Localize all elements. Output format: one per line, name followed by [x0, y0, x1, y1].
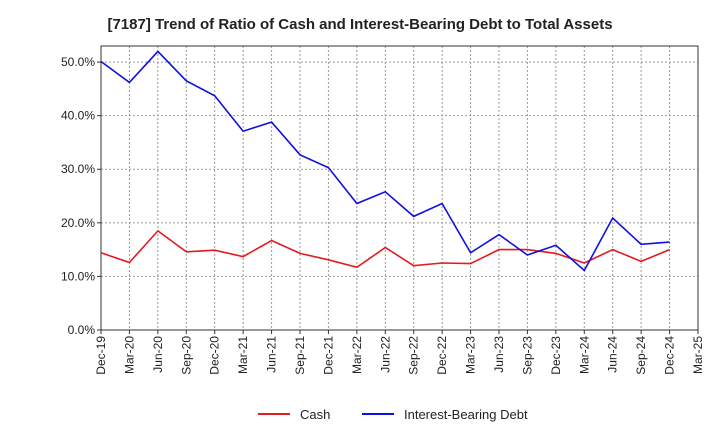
x-tick-label: Sep-23 [520, 336, 534, 375]
x-tick-label: Jun-24 [606, 336, 620, 373]
y-tick-label: 20.0% [61, 216, 95, 230]
legend-label: Interest-Bearing Debt [404, 407, 528, 422]
x-tick-label: Mar-20 [122, 336, 136, 374]
x-axis-ticks: Dec-19 Mar-20 Jun-20 Sep-20 Dec-20 Mar-21 Jun-… [94, 330, 705, 375]
y-tick-label: 0.0% [68, 323, 96, 337]
x-tick-label: Dec-20 [208, 336, 222, 375]
x-tick-label: Dec-21 [321, 336, 335, 375]
cash-line [100, 229, 670, 269]
x-tick-label: Dec-19 [94, 336, 108, 375]
x-tick-label: Mar-25 [691, 336, 705, 374]
chart-title: [7187] Trend of Ratio of Cash and Intere… [107, 16, 613, 33]
x-tick-label: Dec-22 [435, 336, 449, 375]
x-tick-label: Jun-22 [378, 336, 392, 373]
y-axis-ticks: 0.0% 10.0% 20.0% 30.0% 40.0% 50.0% [61, 55, 101, 337]
x-tick-label: Sep-21 [293, 336, 307, 375]
x-tick-label: Sep-22 [407, 336, 421, 375]
y-tick-label: 40.0% [61, 109, 95, 123]
interest-bearing-debt-line [100, 50, 670, 272]
x-tick-label: Sep-24 [634, 336, 648, 375]
y-tick-label: 10.0% [61, 269, 95, 283]
y-tick-label: 50.0% [61, 55, 95, 69]
y-tick-label: 30.0% [61, 162, 95, 176]
x-tick-label: Mar-22 [350, 336, 364, 374]
x-tick-label: Dec-24 [663, 336, 677, 375]
x-tick-label: Dec-23 [549, 336, 563, 375]
x-tick-label: Jun-23 [492, 336, 506, 373]
legend: Cash Interest-Bearing Debt [258, 407, 528, 422]
x-tick-label: Mar-23 [464, 336, 478, 374]
x-tick-label: Sep-20 [179, 336, 193, 375]
x-tick-label: Jun-21 [265, 336, 279, 373]
series-lines [100, 50, 670, 272]
plot-frame [100, 45, 699, 331]
x-tick-label: Jun-20 [151, 336, 165, 373]
x-tick-label: Mar-21 [236, 336, 250, 374]
x-tick-label: Mar-24 [577, 336, 591, 374]
grid-lines [101, 46, 698, 330]
legend-label: Cash [300, 407, 330, 422]
axes [100, 45, 699, 331]
